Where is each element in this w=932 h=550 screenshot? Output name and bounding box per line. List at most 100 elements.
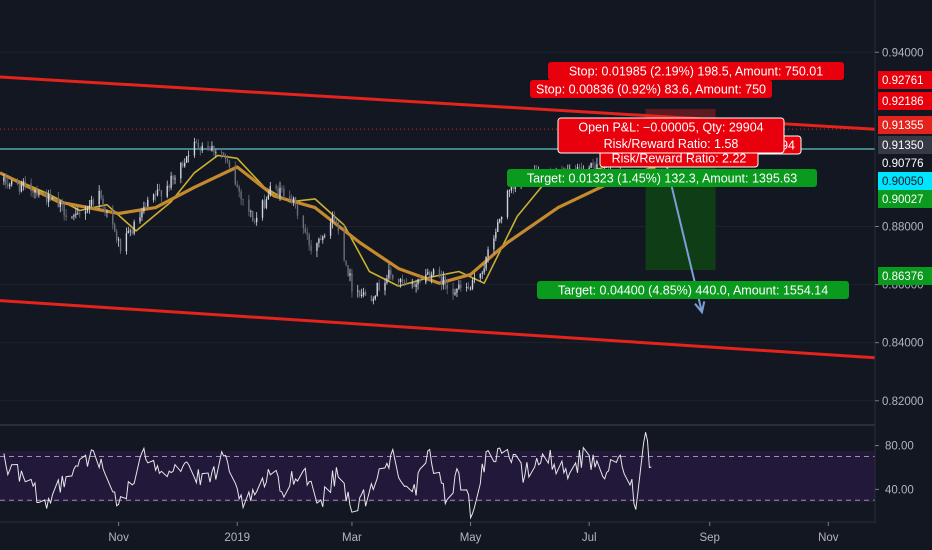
candle-body [277,188,279,197]
candle-body [308,234,310,246]
candle-body [84,211,87,214]
order-box-text: Stop: 0.00836 (0.92%) 83.6, Amount: 750 [536,83,766,97]
candle-body [290,198,293,202]
candle-body [456,288,458,293]
candle-body [32,191,34,193]
order-box-text: Stop: 0.01985 (2.19%) 198.5, Amount: 750… [569,65,823,79]
candle-body [419,279,421,283]
price-tick-label: 0.88000 [882,222,924,234]
order-box-text: Target: 0.04400 (4.85%) 440.0, Amount: 1… [558,284,828,298]
oscillator-line [3,432,652,520]
candle-body [71,216,73,218]
candle-body [234,167,236,185]
target-box-1[interactable]: Target: 0.01323 (1.45%) 132.3, Amount: 1… [507,169,817,187]
order-box-background [537,281,849,299]
candle-body [440,274,443,286]
candle-body [269,186,271,196]
candle-body [294,197,297,205]
candle-body [331,215,334,223]
target-box-2[interactable]: Target: 0.04400 (4.85%) 440.0, Amount: 1… [537,281,849,299]
price-tick-label: 0.82000 [882,396,924,408]
order-box-text: Risk/Reward Ratio: 1.58 [604,137,739,151]
candle-body [399,279,402,283]
oscillator-axis[interactable]: 80.00 40.00 [875,441,914,497]
candle-body [467,286,470,289]
candle-body [405,283,408,285]
candle-body [77,213,79,215]
candle-body [34,190,36,193]
lower-trendline[interactable] [0,299,876,360]
price-tick-label: 0.94000 [882,47,924,59]
stop-box-2[interactable]: Stop: 0.00836 (0.92%) 83.6, Amount: 750 [530,80,772,98]
price-label-target-box[interactable]: 0.90027 [878,190,932,208]
order-box-background [530,80,772,98]
candle-body [213,145,215,153]
candle-body [481,272,483,274]
candle-body [185,156,188,163]
price-label-background [878,154,932,172]
candle-body [207,145,209,149]
order-box-background [548,62,844,80]
candle-body [18,184,21,192]
candle-body [147,199,149,207]
candle-body [415,284,417,287]
price-label-background [878,116,932,134]
candle-body [166,185,168,197]
candle-body [141,211,143,218]
price-label-target-box[interactable]: 0.86376 [878,267,932,285]
price-label-background [878,172,932,190]
candle-body [61,202,63,206]
stop-box-1[interactable]: Stop: 0.01985 (2.19%) 198.5, Amount: 750… [548,62,844,80]
price-label-cyan[interactable]: 0.90050 [878,172,932,190]
time-tick-label: Nov [818,532,839,544]
candle-body [292,197,295,202]
candle-body [430,274,433,278]
candle-body [199,147,201,151]
candle-body [592,162,594,166]
candle-body [345,260,347,266]
price-label-entry[interactable]: 0.91350 [878,136,932,154]
candle-body [590,162,592,168]
price-axis[interactable]: 0.940000.880000.860000.840000.820000.927… [875,47,932,408]
time-tick-label: Mar [342,532,362,544]
candle-body [465,286,468,289]
candle-body [427,272,429,275]
candle-body [508,190,511,192]
candle-body [281,187,283,189]
candle-body [44,193,46,195]
oscillator-tick-label: 80.00 [885,441,914,453]
candle-body [413,282,415,287]
candle-body [125,233,128,252]
candle-body [386,278,388,284]
price-label-background [878,71,932,89]
price-label-stop-box[interactable]: 0.92186 [878,92,932,110]
price-label-line[interactable]: 0.90776 [878,154,932,172]
candle-body [252,210,254,222]
candle-body [384,283,386,291]
candle-body [483,268,485,273]
arrow-head [694,301,706,315]
oscillator-pane [0,432,875,520]
candle-body [335,221,338,223]
price-label-stop-box[interactable]: 0.92761 [878,71,932,89]
candle-body [3,177,5,182]
candle-body [446,284,448,289]
price-label-text: 0.91355 [882,120,924,132]
candle-body [397,278,400,283]
moving-averages [0,154,656,287]
candle-body [479,273,481,278]
candle-body [180,162,182,179]
candle-body [347,265,349,276]
pnl-ratio-box[interactable]: Open P&L: −0.00005, Qty: 29904 Risk/Rewar… [557,117,785,154]
candle-body [90,199,93,206]
price-label-current[interactable]: 0.91355 [878,116,932,134]
order-box-background [557,117,785,154]
candle-body [322,236,324,241]
candle-body [201,145,203,151]
candle-body [362,292,365,295]
candle-body [236,184,238,187]
candle-body [351,273,353,292]
order-boxes[interactable]: Stop: 0.01985 (2.19%) 198.5, Amount: 750… [507,62,849,299]
time-axis[interactable]: Nov 2019 Mar May Jul Sep Nov [108,522,839,544]
